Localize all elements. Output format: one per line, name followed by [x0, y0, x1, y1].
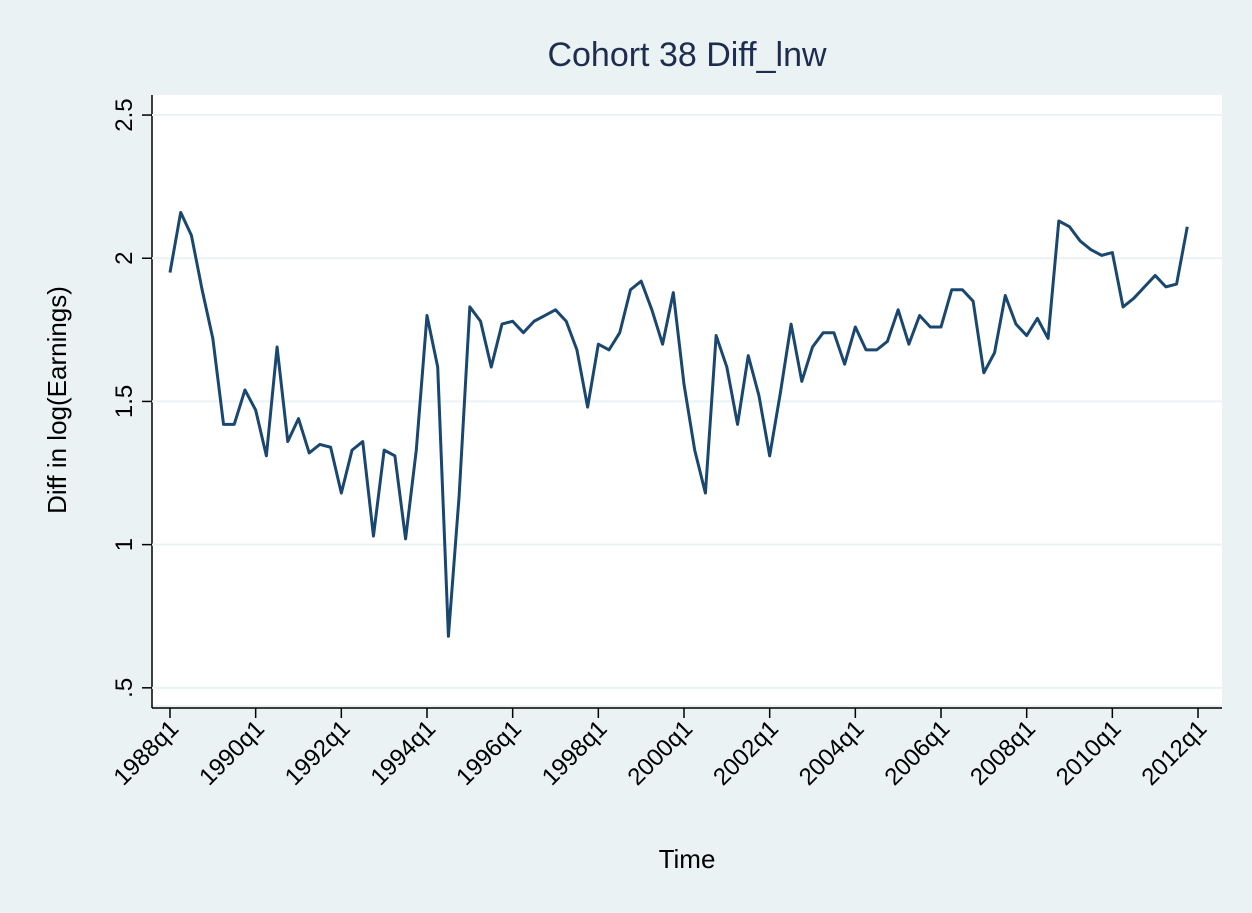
y-axis-label: Diff in log(Earnings)	[42, 286, 72, 514]
y-tick-label: 1	[111, 538, 138, 551]
y-tick-label: 2.5	[111, 98, 138, 131]
chart-title: Cohort 38 Diff_lnw	[547, 36, 827, 74]
line	[168, 210, 1189, 638]
y-tick-label: 2	[111, 252, 138, 265]
x-axis-label: Time	[659, 844, 716, 874]
y-tick-label: .5	[111, 678, 138, 698]
y-tick-label: 1.5	[111, 385, 138, 418]
